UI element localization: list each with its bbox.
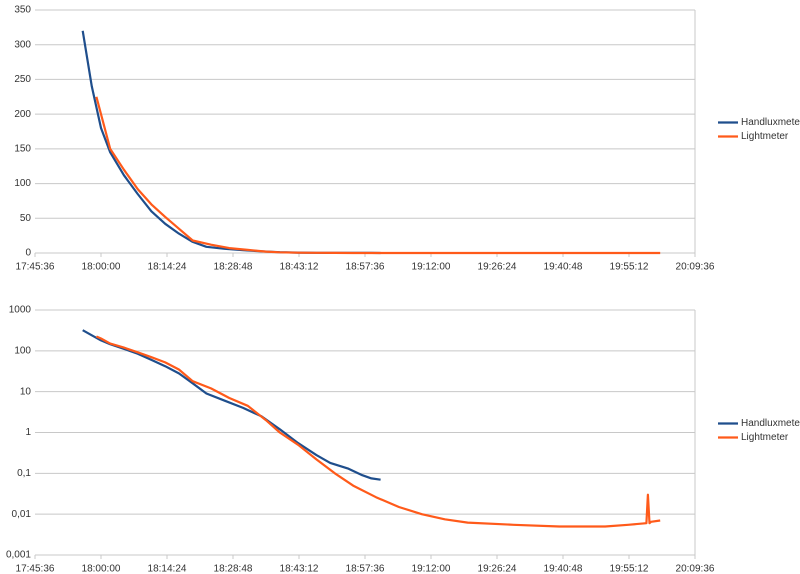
y-tick-label: 100	[14, 345, 31, 356]
x-tick-label: 17:45:36	[16, 262, 55, 273]
x-tick-label: 19:55:12	[610, 262, 649, 273]
x-tick-label: 18:14:24	[148, 262, 187, 273]
y-tick-label: 0	[25, 248, 31, 259]
x-tick-label: 18:57:36	[346, 262, 385, 273]
y-tick-label: 1	[25, 427, 31, 438]
x-tick-label: 20:09:36	[676, 564, 715, 574]
series-line	[81, 30, 381, 255]
x-tick-label: 18:28:48	[214, 262, 253, 273]
x-tick-label: 18:00:00	[82, 262, 121, 273]
x-tick-label: 19:12:00	[412, 564, 451, 574]
y-tick-label: 0,001	[6, 550, 31, 561]
y-tick-label: 250	[14, 74, 31, 85]
x-tick-label: 18:28:48	[214, 564, 253, 574]
x-tick-label: 17:45:36	[16, 564, 55, 574]
legend-label: Lightmeter	[741, 432, 789, 443]
y-tick-label: 200	[14, 109, 31, 120]
x-tick-label: 19:40:48	[544, 262, 583, 273]
legend-label: Handluxmeter	[741, 418, 800, 429]
x-tick-label: 19:55:12	[610, 564, 649, 574]
y-tick-label: 350	[14, 5, 31, 16]
y-tick-label: 300	[14, 39, 31, 50]
x-tick-label: 18:43:12	[280, 564, 319, 574]
legend-label: Lightmeter	[741, 131, 789, 142]
x-tick-label: 19:26:24	[478, 262, 517, 273]
y-tick-label: 150	[14, 143, 31, 154]
y-tick-label: 10	[20, 386, 32, 397]
series-line	[82, 329, 381, 481]
legend-label: Handluxmeter	[741, 117, 800, 128]
y-tick-label: 1000	[9, 305, 32, 316]
x-tick-label: 18:00:00	[82, 564, 121, 574]
x-tick-label: 18:14:24	[148, 564, 187, 574]
x-tick-label: 18:57:36	[346, 564, 385, 574]
y-tick-label: 0,01	[12, 509, 32, 520]
x-tick-label: 19:12:00	[412, 262, 451, 273]
series-line	[95, 335, 661, 528]
series-line	[95, 96, 661, 255]
x-tick-label: 19:26:24	[478, 564, 517, 574]
y-tick-label: 50	[20, 213, 32, 224]
x-tick-label: 18:43:12	[280, 262, 319, 273]
y-tick-label: 0,1	[17, 468, 31, 479]
x-tick-label: 20:09:36	[676, 262, 715, 273]
x-tick-label: 19:40:48	[544, 564, 583, 574]
y-tick-label: 100	[14, 178, 31, 189]
